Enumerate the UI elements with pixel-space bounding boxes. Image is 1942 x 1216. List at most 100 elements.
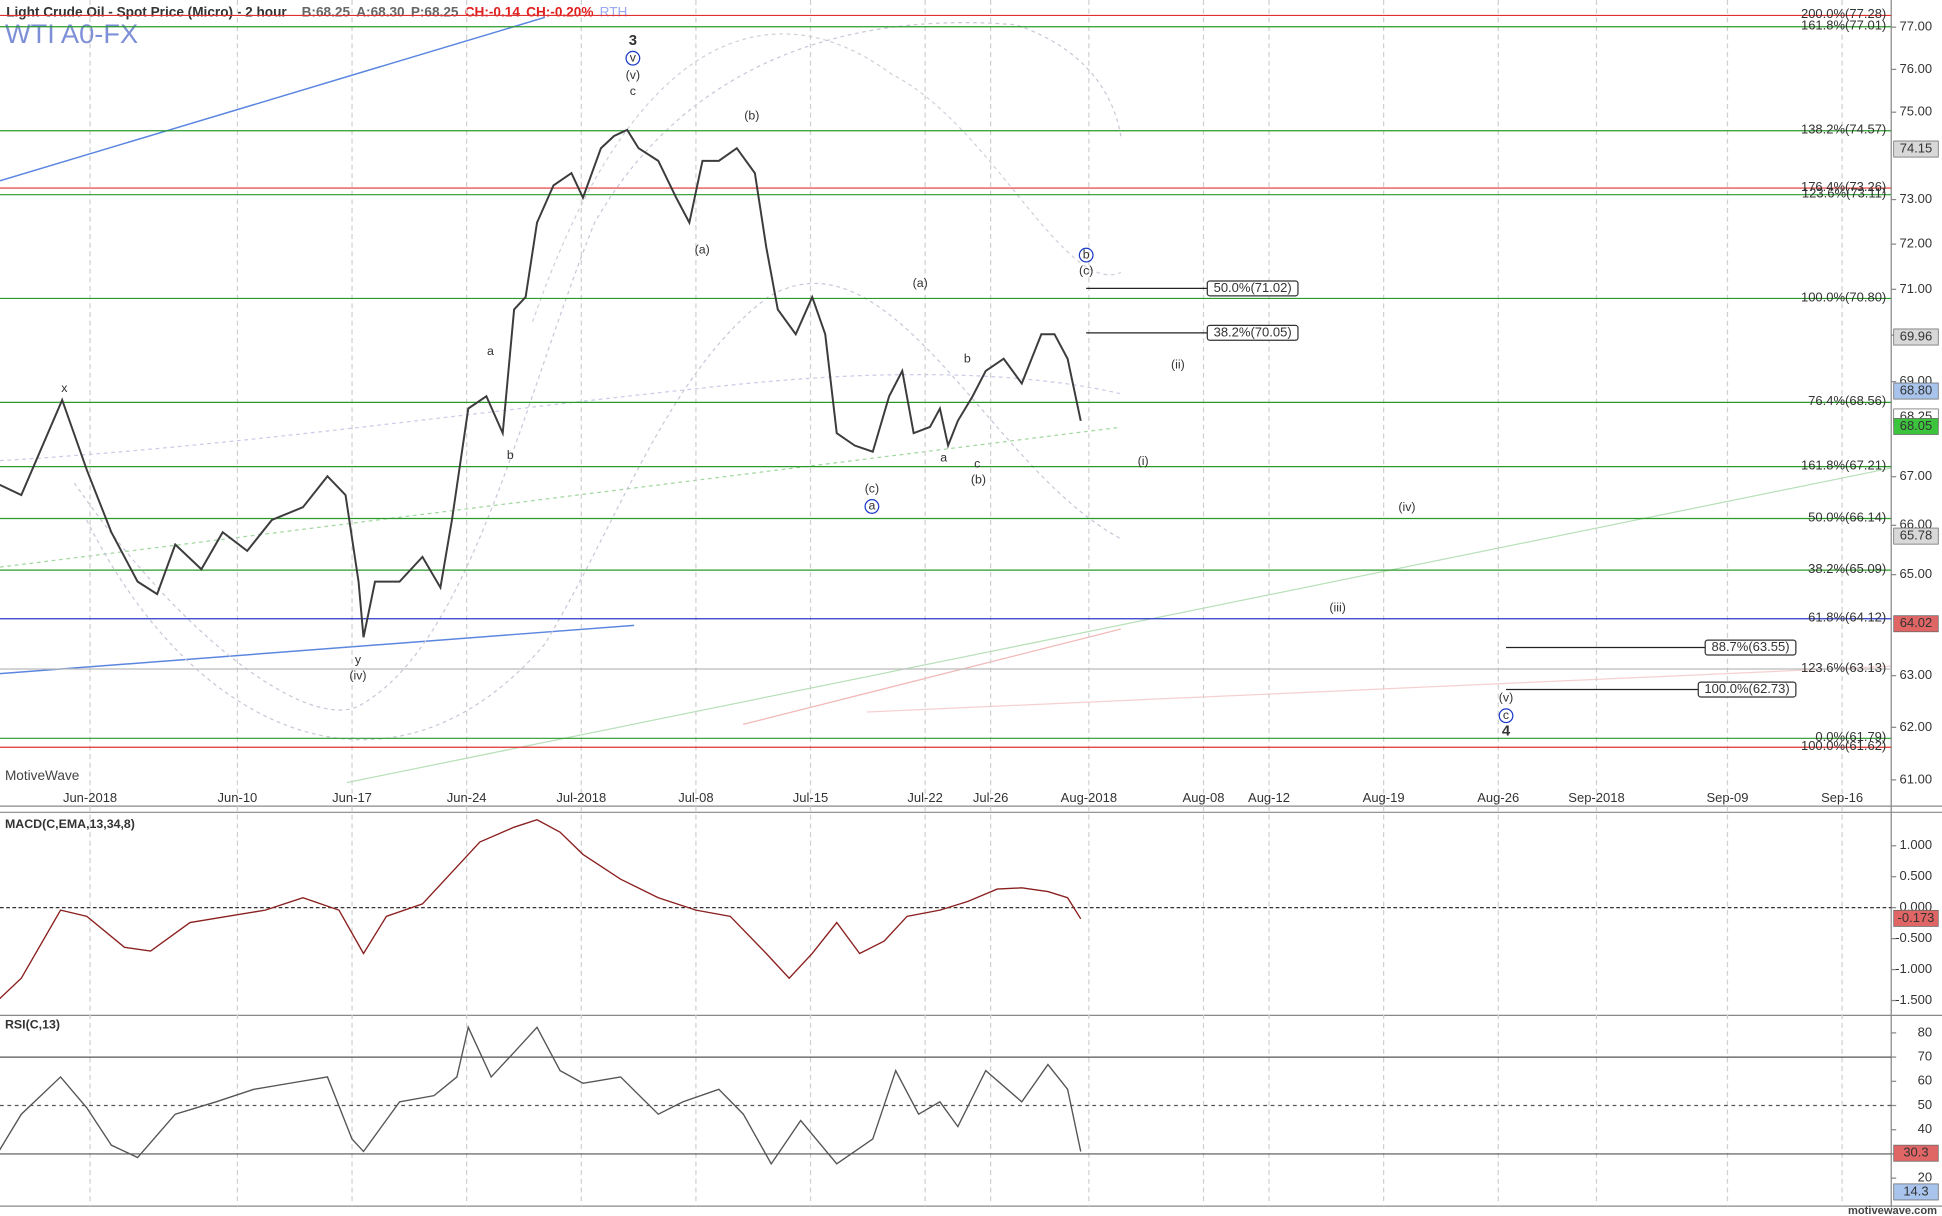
wave-circle: [625, 50, 641, 66]
callout-label: 88.7%(63.55): [1711, 639, 1789, 654]
price-tag: [1893, 328, 1939, 346]
wave-circle: [1498, 708, 1514, 724]
x-tick-label: Jun-17: [332, 790, 372, 805]
fib-label: 61.8%(64.12): [1808, 610, 1886, 625]
y-tick-label: 71.00: [1900, 281, 1933, 296]
fib-label: 76.4%(68.56): [1808, 393, 1886, 408]
fib-label: 38.2%(65.09): [1808, 561, 1886, 576]
panel-title: RSI(C,13): [5, 1018, 60, 1032]
x-tick-label: Sep-09: [1707, 790, 1749, 805]
price-tag-label: 68.05: [1900, 418, 1933, 433]
x-tick-label: Jul-22: [907, 790, 942, 805]
y-tick-label: 77.00: [1900, 19, 1933, 34]
y-tick-label: 63.00: [1900, 667, 1933, 682]
price-tag-label: 69.96: [1900, 328, 1933, 343]
wave-label: (b): [744, 109, 759, 123]
x-tick-label: Aug-2018: [1061, 790, 1117, 805]
wave-label: (c): [1079, 263, 1093, 277]
y-tick-label: 62.00: [1900, 719, 1933, 734]
series-line: [0, 819, 1082, 1000]
price-tag-label: 30.3: [1903, 1145, 1928, 1160]
wave-label: a: [868, 499, 875, 513]
quote: B:68.25: [302, 4, 351, 19]
y-tick-label: 65.00: [1900, 566, 1933, 581]
trend-line: [346, 467, 1892, 784]
series-line: [0, 128, 1082, 638]
fib-label: 161.8%(77.01): [1801, 18, 1886, 33]
panel: 77.0076.0075.0073.0072.0071.0070.0069.00…: [0, 6, 1939, 786]
wave-label: y: [355, 652, 362, 666]
wave-label: 4: [1502, 724, 1511, 740]
watermark: WTI A0-FX: [5, 18, 138, 49]
wave-label: v: [630, 50, 637, 64]
panel-title: MACD(C,EMA,13,34,8): [5, 817, 135, 831]
y-tick-label: -0.500: [1895, 930, 1932, 945]
fib-label: 123.6%(73.11): [1802, 186, 1886, 201]
y-tick-label: -1.500: [1895, 992, 1932, 1007]
wave-circle: [864, 499, 880, 514]
y-tick-label: 72.00: [1900, 236, 1933, 251]
fib-label: 176.4%(73.26): [1801, 179, 1886, 194]
x-tick-label: Jul-08: [678, 790, 713, 805]
y-tick-label: 80: [1918, 1024, 1932, 1039]
x-tick-label: Sep-16: [1821, 790, 1863, 805]
wave-label: c: [630, 84, 636, 98]
y-tick-label: 61.00: [1900, 771, 1933, 786]
y-tick-label: 76.00: [1900, 61, 1933, 76]
price-tag: [1893, 909, 1939, 927]
callout-box: [1704, 639, 1797, 656]
y-tick-label: 40: [1918, 1121, 1932, 1136]
y-tick-label: 50: [1918, 1097, 1932, 1112]
price-tag: [1893, 615, 1939, 633]
wave-label: (iv): [349, 668, 366, 682]
wave-label: (c): [865, 481, 879, 495]
price-tag: [1893, 382, 1939, 400]
brand: MotiveWave: [5, 768, 79, 783]
session: RTH: [600, 4, 628, 19]
y-tick-label: 75.00: [1900, 104, 1933, 119]
wave-label: (ii): [1171, 358, 1185, 372]
price-tag-label: 68.80: [1900, 382, 1933, 397]
callout-label: 50.0%(71.02): [1214, 280, 1292, 295]
wave-label: (a): [695, 242, 710, 256]
change: CH:-0.14: [465, 4, 521, 19]
wave-label: (a): [913, 276, 928, 290]
y-tick-label: -1.000: [1895, 961, 1932, 976]
quote: P:68.25: [411, 4, 459, 19]
wave-label: (iii): [1329, 600, 1346, 614]
fib-label: 138.2%(74.57): [1801, 122, 1886, 137]
wave-label: (v): [626, 68, 640, 82]
channel-line: [0, 426, 1121, 568]
x-tick-label: Aug-19: [1363, 790, 1405, 805]
x-tick-label: Jun-10: [218, 790, 258, 805]
panel: MACD(C,EMA,13,34,8)1.0000.5000.000-0.500…: [0, 817, 1939, 1007]
y-tick-label: 20: [1918, 1170, 1932, 1185]
callout-label: 38.2%(70.05): [1214, 324, 1292, 339]
x-tick-label: Aug-08: [1183, 790, 1225, 805]
fib-label: 0.0%(61.79): [1815, 729, 1886, 744]
price-tag: [1893, 527, 1939, 545]
price-tag-label: 74.15: [1900, 140, 1933, 155]
price-tag: [1893, 418, 1939, 435]
decor: [0, 16, 1892, 784]
price-tag-label: 14.3: [1903, 1183, 1928, 1198]
wave-label: c: [974, 457, 980, 471]
y-tick-label: 0.500: [1900, 868, 1933, 883]
wave-label: 3: [629, 33, 637, 49]
wave-label: a: [940, 450, 947, 464]
callout-box: [1697, 681, 1797, 698]
band-line: [0, 373, 1122, 462]
x-tick-label: Jul-26: [973, 790, 1008, 805]
trend-line: [866, 665, 1892, 713]
panel: RSI(C,13)8070605040302030.314.3: [0, 1018, 1939, 1201]
x-tick-label: Aug-26: [1477, 790, 1519, 805]
price-tag-label: 65.78: [1900, 528, 1933, 543]
price-tag: [1893, 1144, 1939, 1162]
fib-label: 200.0%(77.28): [1801, 6, 1886, 21]
fib-label: 100.0%(70.80): [1801, 289, 1886, 304]
x-tick-label: Jun-24: [447, 790, 487, 805]
fib-label: 123.6%(63.13): [1801, 660, 1886, 675]
